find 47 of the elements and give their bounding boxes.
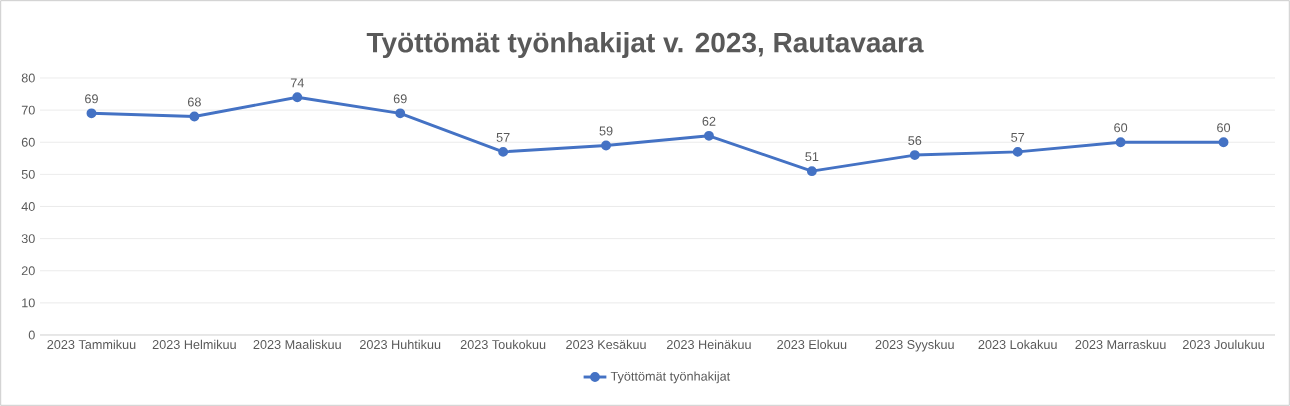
point bbox=[601, 140, 611, 151]
x-tick-label: 2023 Tammikuu bbox=[47, 339, 136, 349]
y-tick-label: 30 bbox=[21, 234, 35, 244]
point bbox=[806, 166, 817, 177]
data-label: 60 bbox=[1114, 123, 1128, 133]
point bbox=[86, 108, 97, 119]
point bbox=[704, 130, 714, 141]
x-tick-label: 2023 Toukokuu bbox=[460, 339, 546, 349]
legend-label: Työttömät työnhakijat bbox=[610, 371, 731, 384]
data-label: 60 bbox=[1217, 123, 1231, 133]
x-tick-label: 2023 Maaliskuu bbox=[253, 339, 341, 349]
y-tick-label: 70 bbox=[21, 105, 35, 115]
data-label: 57 bbox=[496, 132, 510, 142]
data-label: 74 bbox=[290, 78, 304, 88]
x-tick-label: 2023 Joulukuu bbox=[1182, 339, 1264, 349]
point bbox=[909, 150, 920, 161]
point bbox=[498, 146, 509, 157]
x-tick-label: 2023 Elokuu bbox=[777, 339, 847, 349]
y-tick-label: 80 bbox=[21, 73, 35, 83]
data-label: 59 bbox=[599, 126, 613, 136]
x-tick-label: 2023 Kesäkuu bbox=[566, 339, 646, 349]
data-label: 56 bbox=[908, 136, 922, 146]
x-tick-label: 2023 Heinäkuu bbox=[666, 339, 751, 349]
point bbox=[395, 108, 406, 119]
point bbox=[1012, 146, 1023, 157]
x-tick-label: 2023 Huhtikuu bbox=[360, 339, 441, 349]
x-tick-label: 2023 Lokakuu bbox=[978, 339, 1057, 349]
data-label: 57 bbox=[1011, 132, 1025, 142]
x-tick-label: 2023 Helmikuu bbox=[152, 339, 236, 349]
y-tick-label: 50 bbox=[21, 169, 35, 179]
y-tick-label: 20 bbox=[21, 266, 35, 276]
y-tick-label: 40 bbox=[21, 202, 35, 211]
data-label: 69 bbox=[85, 94, 98, 104]
data-label: 51 bbox=[805, 152, 819, 162]
chart-title: Työttömät työnhakijat v. 2023, Rautavaara bbox=[366, 31, 924, 59]
data-label: 62 bbox=[702, 116, 716, 126]
x-tick-label: 2023 Marraskuu bbox=[1075, 339, 1166, 349]
data-label: 68 bbox=[187, 97, 201, 107]
point bbox=[1218, 137, 1229, 148]
y-tick-label: 0 bbox=[28, 330, 35, 340]
y-tick-label: 10 bbox=[22, 298, 35, 308]
point bbox=[292, 92, 303, 103]
y-tick-label: 60 bbox=[21, 137, 35, 147]
x-tick-label: 2023 Syyskuu bbox=[875, 339, 954, 352]
point bbox=[189, 111, 200, 122]
data-label: 69 bbox=[393, 94, 407, 104]
point bbox=[1115, 137, 1126, 148]
